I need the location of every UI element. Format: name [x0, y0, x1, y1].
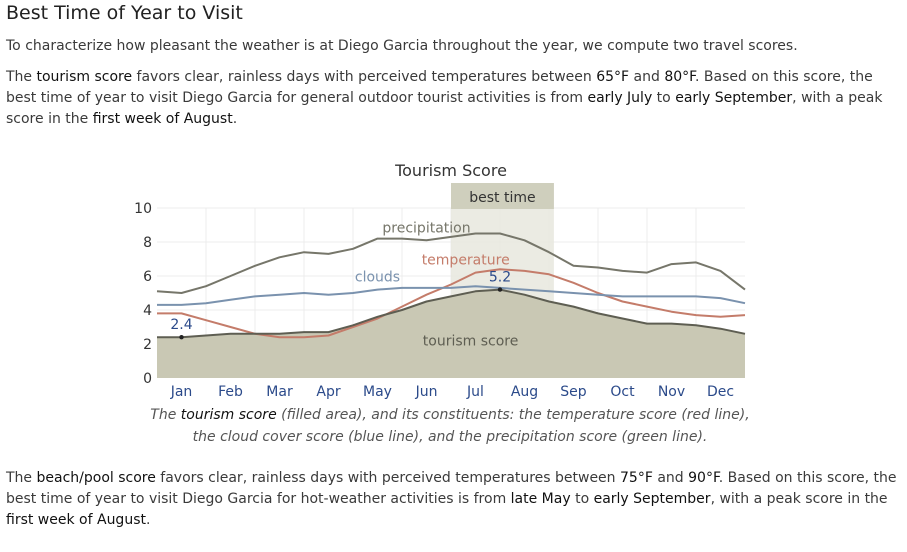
y-tick-label: 0 — [143, 371, 152, 387]
text-segment: (filled area), and its constituents: the… — [192, 407, 750, 445]
text-segment: . — [145, 512, 151, 528]
text-segment: . — [232, 111, 238, 127]
annotation-point — [497, 287, 503, 292]
precipitation-line — [156, 232, 746, 294]
text-segment: to — [652, 90, 676, 106]
intro-paragraph: To characterize how pleasant the weather… — [6, 36, 901, 57]
text-segment: , with a peak score in the — [710, 491, 888, 507]
series-label: tourism score — [423, 334, 519, 350]
x-month-label: Jun — [415, 384, 438, 400]
x-month-label: Feb — [218, 384, 243, 400]
y-tick-label: 6 — [143, 269, 152, 285]
temp-high: 90°F — [688, 470, 719, 486]
axis-labels: 0 2 4 6 8 10 Jan Feb Mar Apr May Jun Jul Aug Sep Oct Nov… — [134, 201, 734, 400]
chart-title: Tourism Score — [394, 161, 507, 180]
best-time-start: early July — [587, 90, 653, 106]
tourism-paragraph: The tourism score favors clear, rainless… — [6, 67, 901, 130]
beach-paragraph: The beach/pool score favors clear, rainl… — [6, 468, 901, 531]
annotation-point — [179, 335, 184, 340]
intro-text: To characterize how pleasant the weather… — [6, 38, 798, 54]
annotation-value: 2.4 — [170, 317, 192, 333]
tourism-score-area — [157, 289, 745, 378]
x-month-label: Nov — [658, 384, 685, 400]
best-time-end: early September — [593, 491, 711, 507]
x-month-label: Jan — [170, 384, 193, 400]
best-time-start: late May — [510, 491, 571, 507]
chart-labels: precipitation temperature clouds tourism sc… — [170, 220, 518, 349]
best-time-end: early September — [675, 90, 793, 106]
tourism-score-term: tourism score — [180, 407, 277, 423]
series-label: clouds — [355, 270, 400, 286]
text-segment: favors clear, rainless days with perceiv… — [155, 470, 620, 486]
text-segment: The — [6, 69, 37, 85]
y-tick-label: 4 — [143, 303, 152, 319]
x-month-label: Oct — [610, 384, 635, 400]
peak-time: first week of August — [92, 111, 233, 127]
x-month-label: Jul — [466, 384, 484, 400]
text-segment: and — [629, 69, 665, 85]
text-segment: and — [652, 470, 689, 486]
x-month-label: Mar — [266, 384, 293, 400]
text-segment: . Based on this score, the best time of … — [6, 470, 897, 507]
tourism-score-line — [157, 288, 746, 339]
y-tick-label: 2 — [143, 337, 152, 353]
peak-time: first week of August — [6, 512, 146, 528]
y-tick-label: 10 — [134, 201, 152, 217]
tourism-area — [157, 289, 745, 378]
x-month-label: Dec — [707, 384, 734, 400]
tourism-score-term: tourism score — [36, 69, 133, 85]
clouds-line — [157, 285, 746, 306]
temp-low: 75°F — [620, 470, 653, 486]
text-segment: , with a peak score in the — [6, 90, 883, 127]
text-segment: The — [150, 407, 181, 423]
x-month-label: Apr — [316, 384, 340, 400]
text-segment: favors clear, rainless days with perceiv… — [132, 69, 597, 85]
x-month-label: Sep — [560, 384, 587, 400]
beach-score-term: beach/pool score — [36, 470, 156, 486]
text-segment: to — [570, 491, 594, 507]
series-lines — [156, 232, 746, 339]
series-label: precipitation — [382, 220, 470, 236]
best-time-header — [451, 183, 554, 209]
text-segment: . Based on this score, the best time of … — [6, 69, 873, 106]
temp-high: 80°F — [664, 69, 695, 85]
temp-low: 65°F — [596, 69, 630, 85]
y-tick-label: 8 — [143, 235, 152, 251]
series-label: temperature — [422, 253, 510, 269]
chart-caption: The tourism score (filled area), and its… — [140, 404, 760, 448]
text-segment: The — [6, 470, 37, 486]
x-month-label: Aug — [511, 384, 538, 400]
section-heading: Best Time of Year to Visit — [6, 2, 243, 24]
annotation-value: 5.2 — [489, 270, 511, 286]
x-month-label: May — [363, 384, 392, 400]
best-time-label: best time — [469, 190, 535, 206]
